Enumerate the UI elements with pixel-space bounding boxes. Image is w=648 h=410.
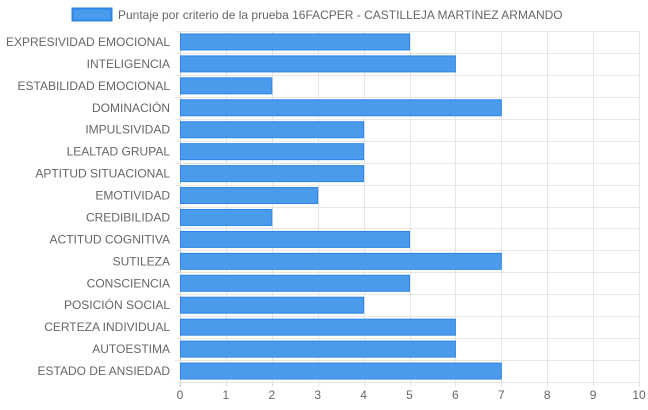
x-tick-label: 10 bbox=[632, 388, 646, 402]
y-axis-label: POSICIÓN SOCIAL bbox=[64, 297, 170, 312]
x-tick-label: 5 bbox=[406, 388, 413, 402]
bars bbox=[180, 33, 502, 380]
x-tick-label: 9 bbox=[590, 388, 597, 402]
legend-swatch bbox=[71, 7, 113, 22]
x-tick-label: 7 bbox=[498, 388, 505, 402]
y-axis-labels: EXPRESIVIDAD EMOCIONAL INTELIGENCIA ESTABI… bbox=[6, 35, 170, 378]
x-axis-labels: 0 1 2 3 4 5 6 7 8 9 10 bbox=[177, 388, 646, 402]
y-axis-label: CERTEZA INDIVIDUAL bbox=[44, 320, 170, 334]
y-axis-label: EMOTIVIDAD bbox=[95, 189, 170, 203]
bar[interactable] bbox=[180, 55, 456, 73]
bar[interactable] bbox=[180, 143, 365, 161]
bar[interactable] bbox=[180, 362, 502, 380]
x-tick-label: 6 bbox=[452, 388, 459, 402]
bar[interactable] bbox=[180, 274, 410, 292]
bar[interactable] bbox=[180, 208, 273, 226]
x-tick-label: 2 bbox=[268, 388, 275, 402]
y-axis-label: ESTABILIDAD EMOCIONAL bbox=[18, 79, 171, 93]
x-tick-label: 8 bbox=[544, 388, 551, 402]
legend-label: Puntaje por criterio de la prueba 16FACP… bbox=[118, 8, 563, 22]
y-axis-label: LEALTAD GRUPAL bbox=[67, 145, 171, 159]
y-axis-label: SUTILEZA bbox=[113, 254, 170, 268]
y-axis-label: IMPULSIVIDAD bbox=[85, 123, 170, 137]
x-tick-label: 3 bbox=[314, 388, 321, 402]
bar[interactable] bbox=[180, 340, 456, 358]
y-axis-label: INTELIGENCIA bbox=[87, 57, 170, 71]
bar[interactable] bbox=[180, 121, 365, 139]
y-axis-label: APTITUD SITUACIONAL bbox=[35, 167, 170, 181]
y-axis-label: AUTOESTIMA bbox=[92, 342, 170, 356]
bar[interactable] bbox=[180, 99, 502, 117]
legend[interactable]: Puntaje por criterio de la prueba 16FACP… bbox=[71, 7, 563, 22]
bar[interactable] bbox=[180, 77, 273, 95]
bar[interactable] bbox=[180, 318, 456, 336]
y-axis-label: CONSCIENCIA bbox=[87, 276, 170, 290]
grid bbox=[175, 31, 640, 387]
bar[interactable] bbox=[180, 252, 502, 270]
x-tick-label: 4 bbox=[360, 388, 367, 402]
bar[interactable] bbox=[180, 296, 365, 314]
y-axis-label: ACTITUD COGNITIVA bbox=[50, 232, 170, 246]
y-axis-label: DOMINACIÓN bbox=[92, 100, 170, 115]
y-axis-label: EXPRESIVIDAD EMOCIONAL bbox=[6, 35, 170, 49]
y-axis-label: ESTADO DE ANSIEDAD bbox=[38, 364, 171, 378]
x-tick-label: 1 bbox=[223, 388, 230, 402]
bar[interactable] bbox=[180, 230, 410, 248]
y-axis-label: CREDIBILIDAD bbox=[86, 210, 170, 224]
bar[interactable] bbox=[180, 187, 319, 205]
bar[interactable] bbox=[180, 33, 410, 51]
bar[interactable] bbox=[180, 165, 365, 183]
x-tick-label: 0 bbox=[177, 388, 184, 402]
